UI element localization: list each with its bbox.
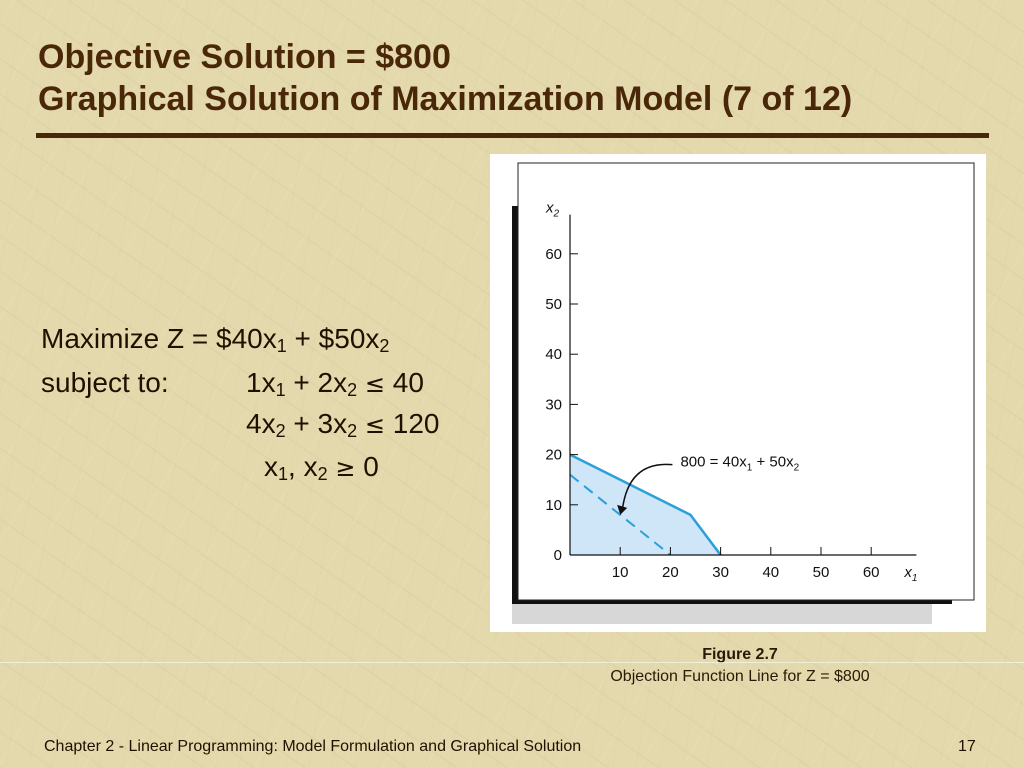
lp-chart: 10 20 30 40 50 60 0 10 20 30 40 50 60 x1 x2 800 = 40… <box>512 162 975 624</box>
constraint-boundary <box>569 453 722 556</box>
objective-line-label: 800 = 40x1 + 50x2 <box>680 454 799 474</box>
y-tick-label: 10 <box>545 497 562 514</box>
x-tick-label: 50 <box>813 564 830 581</box>
y-tick-label: 0 <box>554 547 562 564</box>
objective-text-b: + $50x <box>286 323 380 354</box>
objective-label-main: 800 = 40x <box>680 454 747 471</box>
title-underline <box>36 133 989 138</box>
nn-sub-2: 2 <box>317 464 328 484</box>
footer-chapter-title: Chapter 2 - Linear Programming: Model Fo… <box>44 738 582 755</box>
objective-arrow <box>621 463 673 511</box>
figure-caption-text: Objection Function Line for Z = $800 <box>610 668 870 685</box>
x-axis-label: x1 <box>903 564 917 584</box>
figure-number: Figure 2.7 <box>702 646 778 663</box>
objective-label-mid: + 50x <box>752 454 794 471</box>
c2-text-a: 4x <box>246 408 276 439</box>
figure-caption: Figure 2.7 Objection Function Line for Z… <box>560 644 920 688</box>
c1-sub-2: 2 <box>347 380 358 400</box>
nonnegativity-constraint: x1, x2 ≥ 0 <box>264 451 379 485</box>
c1-text-a: 1x <box>246 367 276 398</box>
title-line-2: Graphical Solution of Maximization Model… <box>38 80 853 118</box>
slide-number: 17 <box>958 738 976 755</box>
c2-sub-1: 2 <box>275 421 286 441</box>
subject-to-label: subject to: <box>41 367 169 398</box>
c2-text-b: + 3x <box>285 408 348 439</box>
objective-label-sub-2: 2 <box>794 463 800 474</box>
title-line-1: Objective Solution = $800 <box>38 38 451 76</box>
c1-text-b: + 2x <box>285 367 348 398</box>
figure-shadow-left <box>512 206 518 604</box>
objective-arrowhead <box>617 504 628 515</box>
objective-label-sub-1: 1 <box>747 463 753 474</box>
objective-sub-2: 2 <box>379 336 390 356</box>
objective-sub-1: 1 <box>276 336 287 356</box>
nn-operator: ≥ <box>335 454 356 482</box>
constraint-2: 4x2 + 3x2 ≤ 120 <box>246 408 439 442</box>
nn-sub-1: 1 <box>278 464 289 484</box>
constraint-1: 1x1 + 2x2 ≤ 40 <box>246 367 424 401</box>
x-tick-label: 10 <box>612 564 629 581</box>
y-tick-label: 20 <box>545 447 562 464</box>
figure-panel: 10 20 30 40 50 60 0 10 20 30 40 50 60 x1 x2 800 = 40… <box>490 154 986 632</box>
nn-text-a: x <box>264 451 278 482</box>
feasible-region <box>570 454 721 555</box>
y-axis-label: x2 <box>545 200 560 220</box>
footer-divider <box>0 662 1024 663</box>
c1-rhs: 40 <box>384 367 424 398</box>
x-tick-label: 20 <box>662 564 679 581</box>
nn-rhs: 0 <box>355 451 379 482</box>
slide-title: Objective Solution = $800 Graphical Solu… <box>38 36 852 120</box>
objective-text-a: Maximize Z = $40x <box>41 323 277 354</box>
y-tick-label: 50 <box>545 296 562 313</box>
y-tick-label: 40 <box>545 346 562 363</box>
objective-function: Maximize Z = $40x1 + $50x2 <box>41 323 389 357</box>
x-tick-label: 30 <box>712 564 729 581</box>
y-tick-label: 60 <box>545 246 562 263</box>
c2-sub-2: 2 <box>347 421 358 441</box>
c1-sub-1: 1 <box>275 380 286 400</box>
y-tick-label: 30 <box>545 396 562 413</box>
nn-text-b: , x <box>288 451 318 482</box>
c2-operator: ≤ <box>364 411 385 439</box>
x-tick-label: 60 <box>863 564 880 581</box>
c1-operator: ≤ <box>364 370 385 398</box>
figure-shadow-bottom <box>512 598 952 604</box>
x-tick-label: 40 <box>762 564 779 581</box>
c2-rhs: 120 <box>384 408 440 439</box>
